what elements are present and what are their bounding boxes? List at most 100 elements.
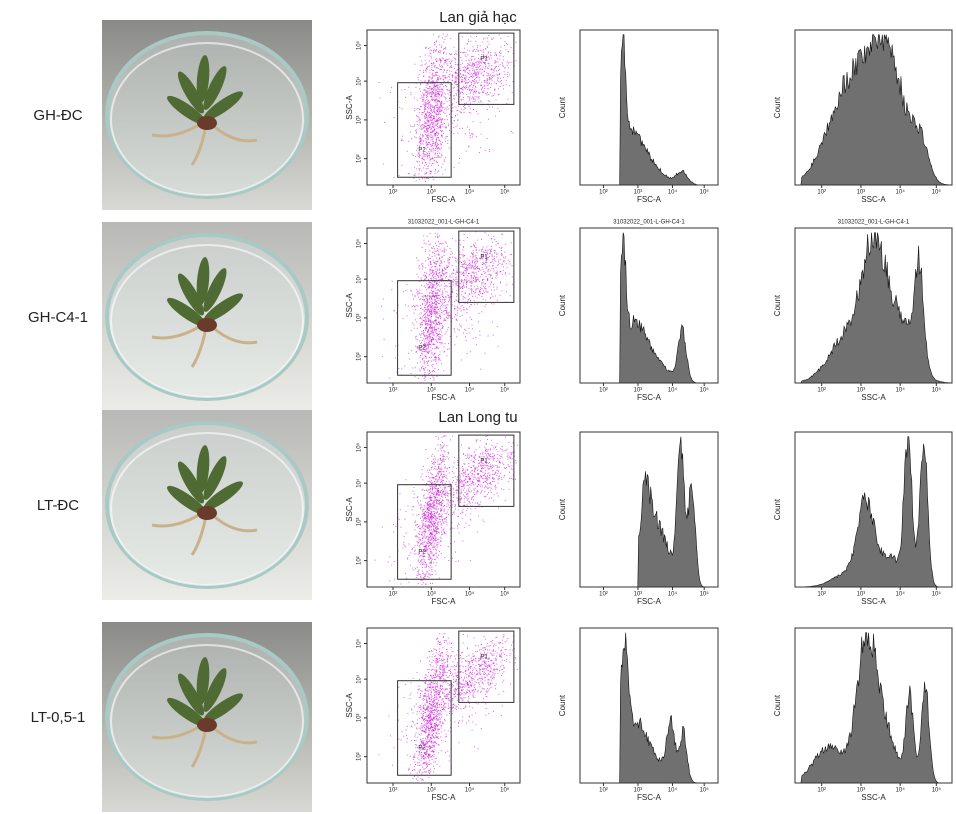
event-dot <box>436 279 437 280</box>
event-dot <box>461 498 462 499</box>
event-dot <box>461 81 462 82</box>
event-dot <box>473 66 474 67</box>
event-dot <box>495 446 496 447</box>
event-dot <box>512 132 513 133</box>
event-dot <box>473 267 474 268</box>
event-dot <box>492 107 493 108</box>
event-dot <box>438 147 439 148</box>
event-dot <box>424 541 425 542</box>
event-dot <box>428 493 429 494</box>
event-dot <box>497 467 498 468</box>
event-dot <box>461 491 462 492</box>
event-dot <box>426 303 427 304</box>
event-dot <box>440 277 441 278</box>
event-dot <box>437 78 438 79</box>
event-dot <box>440 297 441 298</box>
event-dot <box>501 488 502 489</box>
event-dot <box>443 49 444 50</box>
event-dot <box>494 75 495 76</box>
event-dot <box>442 534 443 535</box>
event-dot <box>475 278 476 279</box>
event-dot <box>460 316 461 317</box>
event-dot <box>429 513 430 514</box>
event-dot <box>432 474 433 475</box>
event-dot <box>442 278 443 279</box>
event-dot <box>425 514 426 515</box>
event-dot <box>429 149 430 150</box>
event-dot <box>493 95 494 96</box>
event-dot <box>515 479 516 480</box>
event-dot <box>469 98 470 99</box>
event-dot <box>419 145 420 146</box>
event-dot <box>490 298 491 299</box>
event-dot <box>445 269 446 270</box>
event-dot <box>442 480 443 481</box>
event-dot <box>425 449 426 450</box>
event-dot <box>383 299 384 300</box>
event-dot <box>440 52 441 53</box>
event-dot <box>432 552 433 553</box>
event-dot <box>480 287 481 288</box>
event-dot <box>491 281 492 282</box>
event-dot <box>470 113 471 114</box>
event-dot <box>441 144 442 145</box>
event-dot <box>510 62 511 63</box>
event-dot <box>487 479 488 480</box>
event-dot <box>421 279 422 280</box>
event-dot <box>478 98 479 99</box>
event-dot <box>442 76 443 77</box>
event-dot <box>438 300 439 301</box>
event-dot <box>420 539 421 540</box>
y-axis-label: SSC-A <box>345 95 354 120</box>
event-dot <box>424 567 425 568</box>
event-dot <box>483 75 484 76</box>
event-dot <box>423 577 424 578</box>
event-dot <box>432 376 433 377</box>
event-dot <box>471 475 472 476</box>
event-dot <box>485 48 486 49</box>
event-dot <box>442 66 443 67</box>
event-dot <box>431 327 432 328</box>
event-dot <box>427 68 428 69</box>
event-dot <box>436 72 437 73</box>
event-dot <box>439 338 440 339</box>
event-dot <box>432 106 433 107</box>
event-dot <box>491 282 492 283</box>
event-dot <box>420 138 421 139</box>
event-dot <box>475 242 476 243</box>
event-dot <box>489 149 490 150</box>
event-dot <box>432 466 433 467</box>
event-dot <box>474 490 475 491</box>
event-dot <box>428 373 429 374</box>
event-dot <box>428 476 429 477</box>
event-dot <box>471 460 472 461</box>
event-dot <box>463 494 464 495</box>
event-dot <box>422 136 423 137</box>
event-dot <box>456 290 457 291</box>
event-dot <box>437 293 438 294</box>
event-dot <box>425 113 426 114</box>
event-dot <box>433 291 434 292</box>
event-dot <box>503 451 504 452</box>
event-dot <box>426 92 427 93</box>
event-dot <box>399 107 400 108</box>
event-dot <box>449 297 450 298</box>
event-dot <box>478 463 479 464</box>
event-dot <box>456 300 457 301</box>
event-dot <box>469 81 470 82</box>
gate <box>398 83 452 178</box>
event-dot <box>489 274 490 275</box>
event-dot <box>414 529 415 530</box>
event-dot <box>424 90 425 91</box>
event-dot <box>416 109 417 110</box>
event-dot <box>424 130 425 131</box>
event-dot <box>430 488 431 489</box>
event-dot <box>462 89 463 90</box>
event-dot <box>437 509 438 510</box>
event-dot <box>445 483 446 484</box>
event-dot <box>440 339 441 340</box>
x-tick-label: 10² <box>817 388 826 394</box>
event-dot <box>465 474 466 475</box>
event-dot <box>445 127 446 128</box>
event-dot <box>443 370 444 371</box>
